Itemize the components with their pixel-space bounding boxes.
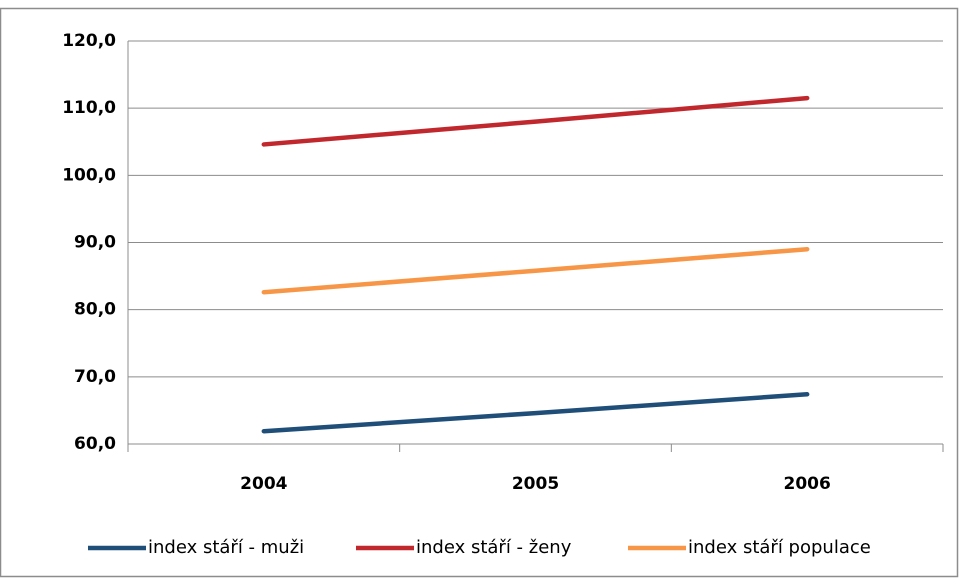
y-tick-label: 60,0 (74, 434, 116, 454)
y-tick-label: 70,0 (74, 367, 116, 387)
legend-label: index stáří populace (688, 537, 871, 558)
legend-label: index stáří - ženy (416, 537, 572, 558)
y-tick-label: 80,0 (74, 300, 116, 320)
series-line (261, 246, 810, 295)
chart-border (0, 7, 959, 578)
series-line (261, 95, 810, 147)
x-tick-label: 2005 (512, 474, 559, 494)
y-tick-label: 90,0 (74, 233, 116, 253)
y-tick-label: 100,0 (62, 165, 116, 185)
y-tick-label: 110,0 (62, 98, 116, 118)
y-tick-label: 120,0 (62, 31, 116, 51)
legend-label: index stáří - muži (148, 537, 304, 558)
x-tick-label: 2006 (784, 474, 831, 494)
x-tick-label: 2004 (240, 474, 287, 494)
series-line (261, 392, 810, 434)
